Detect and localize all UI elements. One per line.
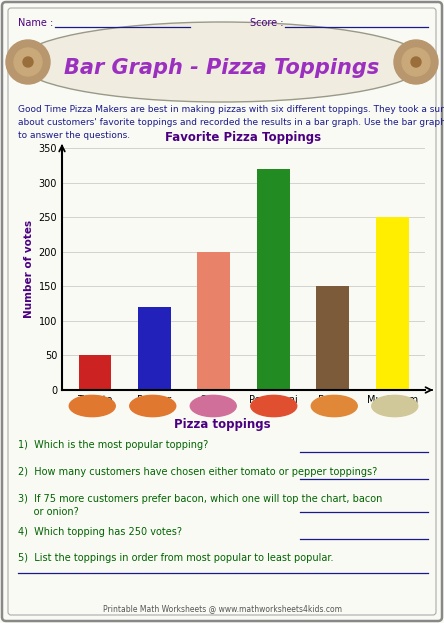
Text: about customers' favorite toppings and recorded the results in a bar graph. Use : about customers' favorite toppings and r… bbox=[18, 118, 444, 127]
Bar bbox=[198, 252, 230, 390]
Bar bbox=[138, 307, 170, 390]
Bar bbox=[257, 169, 289, 390]
Ellipse shape bbox=[18, 22, 426, 102]
Text: Bar Graph - Pizza Toppings: Bar Graph - Pizza Toppings bbox=[64, 58, 380, 78]
Bar bbox=[79, 356, 111, 390]
Text: Pizza toppings: Pizza toppings bbox=[174, 418, 270, 431]
Text: Printable Math Worksheets @ www.mathworksheets4kids.com: Printable Math Worksheets @ www.mathwork… bbox=[103, 604, 341, 613]
Circle shape bbox=[130, 396, 176, 417]
Y-axis label: Number of votes: Number of votes bbox=[24, 220, 34, 318]
Bar bbox=[376, 217, 408, 390]
Text: 1)  Which is the most popular topping?: 1) Which is the most popular topping? bbox=[18, 440, 208, 450]
Text: to answer the questions.: to answer the questions. bbox=[18, 131, 130, 140]
Circle shape bbox=[190, 396, 236, 417]
Circle shape bbox=[69, 396, 115, 417]
Circle shape bbox=[251, 396, 297, 417]
Bar bbox=[316, 287, 349, 390]
Circle shape bbox=[311, 396, 357, 417]
Text: Name :: Name : bbox=[18, 18, 56, 28]
Circle shape bbox=[372, 396, 418, 417]
Circle shape bbox=[402, 48, 430, 76]
Circle shape bbox=[6, 40, 50, 84]
Circle shape bbox=[23, 57, 33, 67]
Circle shape bbox=[14, 48, 42, 76]
Circle shape bbox=[394, 40, 438, 84]
Circle shape bbox=[411, 57, 421, 67]
Title: Favorite Pizza Toppings: Favorite Pizza Toppings bbox=[166, 131, 321, 144]
Text: 3)  If 75 more customers prefer bacon, which one will top the chart, bacon: 3) If 75 more customers prefer bacon, wh… bbox=[18, 494, 382, 504]
Text: or onion?: or onion? bbox=[18, 507, 79, 517]
Text: Good Time Pizza Makers are best in making pizzas with six different toppings. Th: Good Time Pizza Makers are best in makin… bbox=[18, 105, 444, 114]
Text: 5)  List the toppings in order from most popular to least popular.: 5) List the toppings in order from most … bbox=[18, 553, 333, 563]
Text: 2)  How many customers have chosen either tomato or pepper toppings?: 2) How many customers have chosen either… bbox=[18, 467, 377, 477]
Text: Score :: Score : bbox=[250, 18, 287, 28]
Text: 4)  Which topping has 250 votes?: 4) Which topping has 250 votes? bbox=[18, 527, 182, 537]
